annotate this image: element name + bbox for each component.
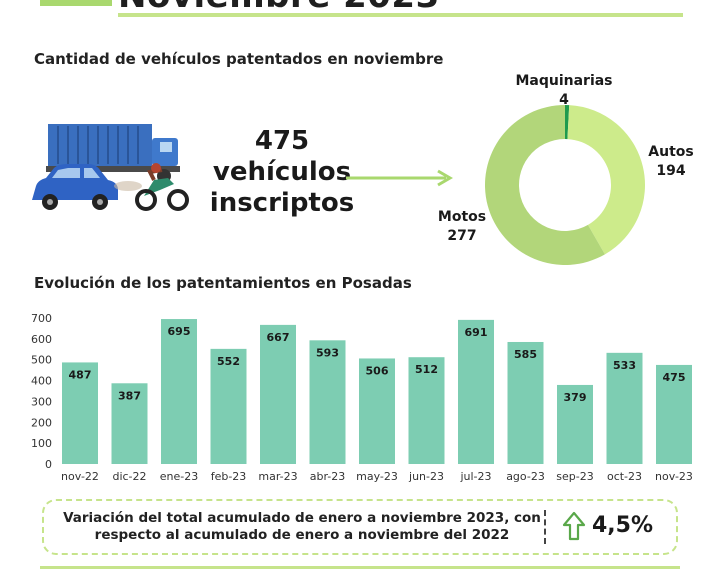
bar-jun-23 [408, 357, 445, 464]
y-tick-label: 700 [31, 312, 52, 325]
donut-slice-motos [485, 105, 605, 265]
variation-summary-box: Variación del total acumulado de enero a… [42, 499, 678, 555]
x-tick-label: dic-22 [112, 470, 146, 483]
motorcycle-icon [114, 163, 189, 211]
footer-underline [40, 566, 680, 569]
bar-chart: 0 100 200 300 400 500 600 700 487 nov-22 387 dic-22… [31, 312, 693, 483]
bar-value-label: 667 [267, 331, 290, 344]
donut-label-autos: Autos 194 [642, 143, 700, 181]
x-tick-label: abr-23 [310, 470, 346, 483]
arrow-up-icon [562, 511, 586, 541]
y-tick-label: 0 [45, 458, 52, 471]
y-tick-label: 600 [31, 333, 52, 346]
bar-value-label: 533 [613, 359, 636, 372]
x-tick-label: jul-23 [459, 470, 491, 483]
x-tick-label: ago-23 [506, 470, 545, 483]
variation-description: Variación del total acumulado de enero a… [62, 510, 542, 544]
bar-value-label: 506 [366, 364, 389, 377]
bar-value-label: 512 [415, 363, 438, 376]
x-tick-label: feb-23 [211, 470, 247, 483]
x-tick-label: ene-23 [160, 470, 198, 483]
bar-value-label: 475 [663, 371, 686, 384]
y-tick-label: 500 [31, 354, 52, 367]
car-icon [32, 164, 118, 210]
bar-abr-23 [309, 340, 346, 464]
vehicles-illustration [32, 124, 189, 211]
bar-jul-23 [458, 319, 494, 464]
bar-ene-23 [161, 319, 197, 464]
bar-may-23 [359, 358, 395, 464]
bar-sep-23 [557, 384, 593, 464]
page-title: Noviembre 2023 [118, 0, 440, 16]
bar-value-label: 379 [564, 391, 587, 404]
bar-value-label: 691 [465, 326, 488, 339]
x-tick-label: nov-22 [61, 470, 99, 483]
donut-chart [485, 105, 645, 265]
donut-label-name: Autos [648, 144, 694, 160]
y-tick-label: 400 [31, 375, 52, 388]
bar-value-label: 487 [69, 368, 92, 381]
donut-label-value: 194 [656, 163, 686, 179]
x-tick-label: mar-23 [258, 470, 297, 483]
header-accent-bar [40, 0, 112, 6]
bar-value-label: 593 [316, 346, 339, 359]
section-title-patentados: Cantidad de vehículos patentados en novi… [34, 50, 444, 68]
x-tick-label: sep-23 [556, 470, 593, 483]
bar-mar-23 [260, 324, 296, 464]
bar-feb-23 [210, 348, 247, 464]
x-tick-label: nov-23 [655, 470, 693, 483]
divider [544, 510, 546, 544]
donut-label-name: Motos [437, 209, 487, 225]
bar-value-label: 695 [168, 325, 191, 338]
bar-value-label: 585 [514, 348, 537, 361]
donut-label-value: 277 [447, 228, 477, 244]
y-tick-label: 200 [31, 416, 52, 429]
bar-ago-23 [507, 341, 544, 464]
bar-nov-23 [656, 364, 692, 464]
donut-label-name: Maquinarias [515, 73, 613, 89]
donut-slice-autos [567, 105, 645, 255]
bar-oct-23 [606, 352, 643, 464]
arrow-right-icon [346, 169, 453, 187]
bar-value-label: 387 [118, 389, 141, 402]
total-label-line2: inscriptos [209, 188, 355, 218]
y-tick-label: 100 [31, 437, 52, 450]
bar-value-label: 552 [217, 355, 240, 368]
total-label-line1: vehículos [212, 157, 352, 187]
total-count: 475 [254, 126, 310, 156]
bar-nov-22 [62, 362, 98, 464]
header-underline [118, 13, 683, 17]
variation-value: 4,5% [592, 513, 654, 538]
donut-label-motos: Motos 277 [430, 208, 494, 246]
donut-slice-maquinarias [565, 105, 570, 140]
y-tick-label: 300 [31, 395, 52, 408]
x-tick-label: jun-23 [408, 470, 444, 483]
donut-label-maquinarias: Maquinarias 4 [504, 72, 624, 110]
bar-dic-22 [111, 383, 148, 464]
truck-icon [46, 124, 180, 183]
x-tick-label: may-23 [356, 470, 398, 483]
donut-label-value: 4 [559, 92, 569, 108]
section-title-evolucion: Evolución de los patentamientos en Posad… [34, 274, 412, 292]
total-vehicles-summary: 475 vehículos inscriptos [207, 126, 357, 219]
variation-text-line1: Variación del total acumulado de enero a… [63, 510, 541, 526]
x-tick-label: oct-23 [607, 470, 642, 483]
variation-text-line2: respecto al acumulado de enero a noviemb… [94, 527, 510, 543]
